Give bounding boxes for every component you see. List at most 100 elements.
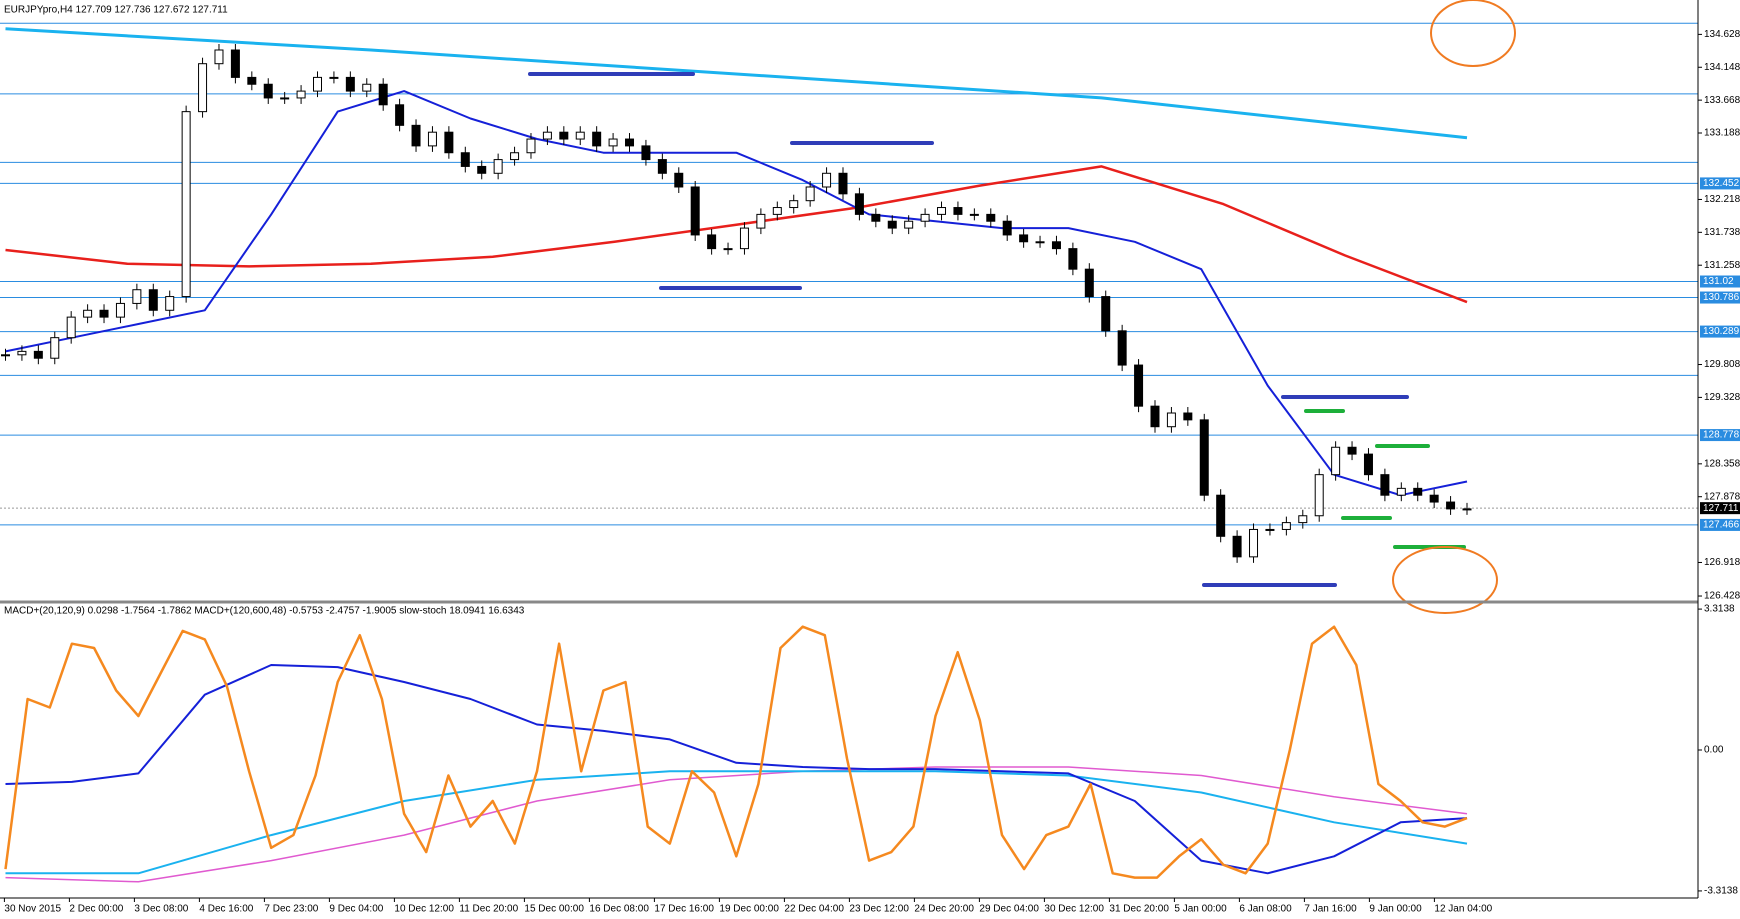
candle <box>1183 412 1193 421</box>
time-label: 9 Jan 00:00 <box>1369 904 1422 915</box>
candle <box>1249 528 1259 558</box>
level-tag <box>1700 325 1740 338</box>
indicator-line <box>5 165 1468 304</box>
candle <box>362 83 372 92</box>
candle <box>772 207 782 215</box>
candle <box>427 131 437 147</box>
indicator-line <box>4 625 1468 879</box>
candle <box>1150 405 1160 428</box>
candle <box>280 97 290 100</box>
y-tick-label: 126.428 <box>1704 591 1740 602</box>
level-label: 128.778 <box>1703 430 1740 441</box>
candle <box>854 193 864 215</box>
y-tick-label: 129.328 <box>1704 392 1740 403</box>
candle <box>937 207 947 215</box>
level-label: 130.289 <box>1703 326 1740 337</box>
y-tick-label: 133.668 <box>1704 95 1740 106</box>
chart-header: EURJPYpro,H4 127.709 127.736 127.672 127… <box>4 5 228 16</box>
candle <box>1413 487 1423 496</box>
y-tick-label: 0.00 <box>1704 745 1724 756</box>
time-label: 16 Dec 08:00 <box>589 904 649 915</box>
candle <box>542 131 552 140</box>
level-tag <box>1700 429 1740 442</box>
candle <box>625 138 635 147</box>
candle <box>148 289 158 311</box>
candle <box>1446 501 1456 510</box>
candle <box>920 213 930 222</box>
last-price-tag <box>1700 502 1740 515</box>
time-label: 9 Dec 04:00 <box>329 904 383 915</box>
candle <box>247 76 257 85</box>
y-tick-label: 134.148 <box>1704 62 1740 73</box>
candle <box>1232 535 1242 558</box>
annotation-circle <box>1392 546 1498 614</box>
time-label: 6 Jan 08:00 <box>1239 904 1292 915</box>
candle <box>904 220 914 229</box>
candle <box>690 186 700 236</box>
candle <box>99 309 109 318</box>
candle <box>1281 522 1291 530</box>
y-tick-label: 134.628 <box>1704 29 1740 40</box>
y-tick-label: 126.918 <box>1704 557 1740 568</box>
candle <box>969 213 979 216</box>
candle <box>329 76 339 79</box>
candle <box>1051 241 1061 250</box>
level-tag <box>1700 291 1740 304</box>
candle <box>17 350 27 356</box>
candle <box>1396 487 1406 496</box>
candle <box>887 220 897 229</box>
candle <box>1347 446 1357 455</box>
annotations <box>528 0 1516 614</box>
level-tag <box>1700 275 1740 288</box>
candle <box>263 83 273 99</box>
candle <box>510 152 520 161</box>
candle <box>1166 412 1176 428</box>
time-label: 2 Dec 00:00 <box>69 904 123 915</box>
y-tick-label: 133.188 <box>1704 128 1740 139</box>
candle <box>953 207 963 215</box>
candle <box>1380 474 1390 496</box>
candle <box>165 296 175 311</box>
time-label: 7 Jan 16:00 <box>1304 904 1357 915</box>
level-label: 132.452 <box>1703 178 1740 189</box>
candle <box>1 354 10 357</box>
candle <box>657 159 667 174</box>
time-label: 15 Dec 00:00 <box>524 904 584 915</box>
candle <box>526 138 536 154</box>
time-label: 19 Dec 00:00 <box>719 904 779 915</box>
level-tag <box>1700 518 1740 531</box>
time-label: 5 Jan 00:00 <box>1174 904 1227 915</box>
candle <box>411 124 421 147</box>
candle <box>1462 508 1472 511</box>
candle <box>739 227 749 250</box>
candle <box>460 152 470 167</box>
candle <box>1314 474 1324 517</box>
annotation-circle <box>1430 0 1516 67</box>
time-label: 12 Jan 04:00 <box>1434 904 1492 915</box>
candle <box>296 90 306 99</box>
indicator-line <box>5 766 1468 883</box>
candle <box>33 350 43 359</box>
time-label: 23 Dec 12:00 <box>849 904 909 915</box>
candle <box>608 138 618 147</box>
y-tick-label: 3.3138 <box>1704 604 1735 615</box>
candle <box>822 172 832 188</box>
candle <box>1035 241 1045 244</box>
candle <box>871 213 881 222</box>
candle <box>1084 268 1094 298</box>
candle <box>50 337 60 359</box>
candle <box>345 76 355 92</box>
indicator-line <box>5 90 1468 497</box>
y-tick-label: -3.3138 <box>1704 886 1738 897</box>
time-label: 10 Dec 12:00 <box>394 904 454 915</box>
level-label: 127.466 <box>1703 520 1740 531</box>
candle <box>313 76 323 92</box>
level-tag <box>1700 177 1740 190</box>
candle <box>723 248 733 251</box>
candle <box>674 172 684 188</box>
candle <box>1101 296 1111 332</box>
time-label: 22 Dec 04:00 <box>784 904 844 915</box>
indicator-line <box>5 27 1468 140</box>
